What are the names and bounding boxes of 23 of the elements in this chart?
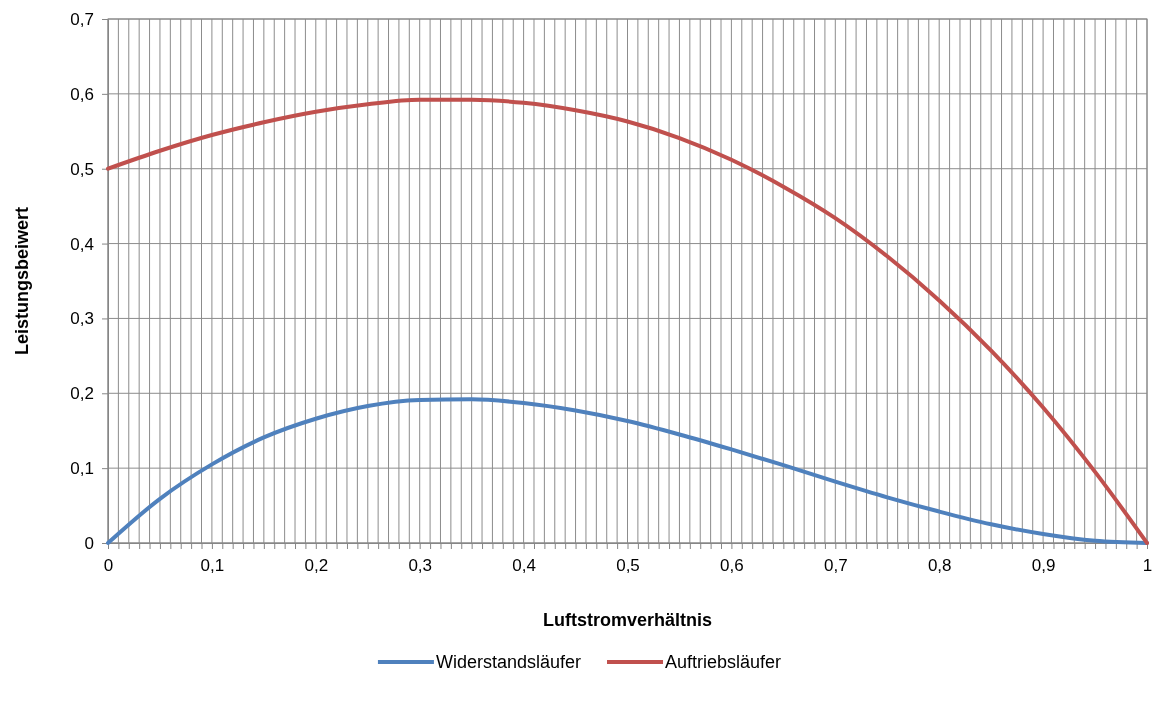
y-tick-label: 0,1 [70,459,94,479]
y-tick-label: 0,7 [70,9,94,29]
legend-label: Widerstandsläufer [435,652,582,672]
y-tick-label: 0,6 [70,84,94,104]
y-tick-label: 0,4 [70,234,94,254]
x-tick-label: 0 [103,555,114,575]
x-tick-label: 0,4 [512,555,536,575]
y-tick-label: 0,3 [70,309,94,329]
x-tick-label: 0,3 [408,555,433,575]
x-tick-label: 0,8 [927,555,952,575]
x-tick-label: 0,7 [823,555,848,575]
x-tick-label: 0,9 [1031,555,1056,575]
y-tick-label: 0,2 [70,384,94,404]
legend-label: Auftriebsläufer [665,652,782,672]
x-tick-label: 1 [1142,555,1153,575]
y-tick-label: 0 [84,533,94,553]
x-tick-label: 0,5 [616,555,640,575]
x-tick-label: 0,2 [304,555,329,575]
y-axis-title: Leistungsbeiwert [12,206,32,356]
x-axis-title: Luftstromverhältnis [542,610,713,630]
y-tick-label: 0,5 [70,159,94,179]
x-tick-label: 0,6 [720,555,744,575]
x-tick-label: 0,1 [200,555,225,575]
